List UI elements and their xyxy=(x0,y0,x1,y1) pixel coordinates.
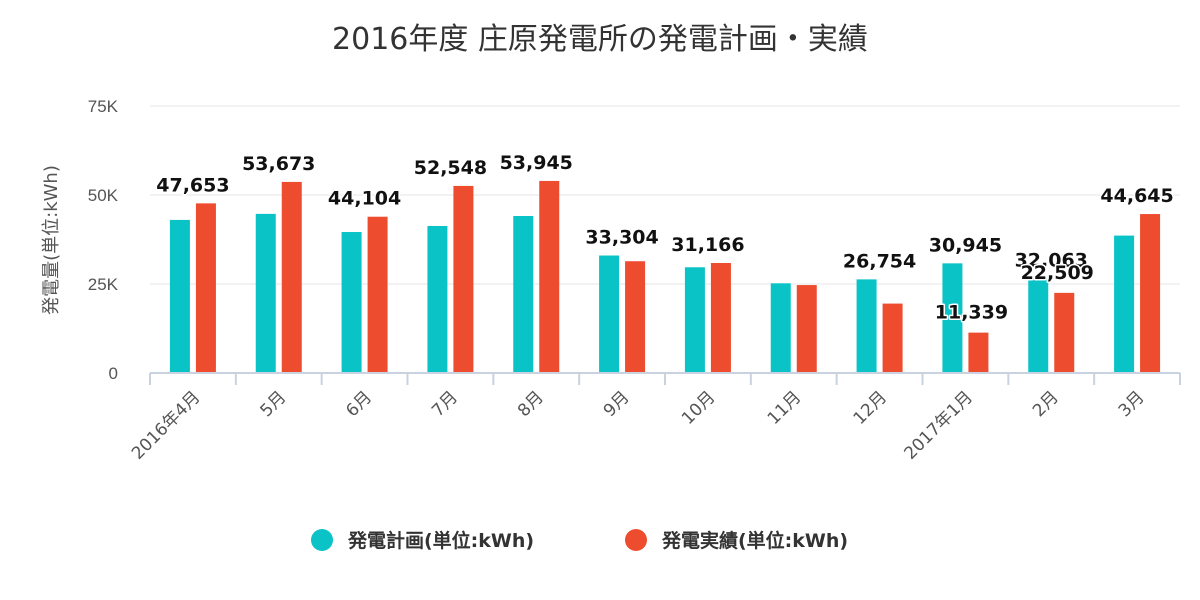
actual-bar xyxy=(796,285,817,373)
actual-bar xyxy=(625,261,646,373)
plan-bar xyxy=(770,283,791,373)
x-tick-label: 10月 xyxy=(678,387,719,428)
data-label: 33,304 xyxy=(585,227,658,249)
actual-bar xyxy=(882,303,903,373)
data-label: 11,339 xyxy=(935,302,1008,324)
x-tick-label: 11月 xyxy=(764,387,805,428)
plan-bar xyxy=(341,232,362,373)
actual-bar xyxy=(195,203,216,373)
y-axis-label: 発電量(単位:kWh) xyxy=(41,165,62,315)
x-tick-label: 8月 xyxy=(514,387,548,421)
plan-bar xyxy=(1114,235,1135,373)
actual-bar xyxy=(968,332,989,373)
actual-bar xyxy=(453,185,474,373)
x-axis xyxy=(149,372,1181,385)
y-tick-label: 25K xyxy=(88,275,119,294)
plan-bar xyxy=(599,255,620,373)
x-tick-label: 2月 xyxy=(1029,387,1063,421)
actual-bar xyxy=(710,262,731,373)
plan-bar xyxy=(169,219,190,373)
bars xyxy=(169,180,1161,373)
legend-label: 発電実績(単位:kWh) xyxy=(661,529,848,552)
legend-marker xyxy=(311,529,333,551)
data-label: 52,548 xyxy=(414,157,487,179)
data-labels: 47,653 53,673 44,104 52,548 53,945 33,304 31,1… xyxy=(155,150,1175,325)
legend: 発電計画(単位:kWh) 発電実績(単位:kWh) xyxy=(311,529,848,552)
actual-bar xyxy=(1054,292,1075,373)
x-tick-label: 7月 xyxy=(428,387,462,421)
data-label: 47,653 xyxy=(156,174,229,196)
x-tick-label: 12月 xyxy=(850,387,891,428)
data-label: 53,945 xyxy=(500,152,573,174)
x-tick-label: 5月 xyxy=(256,387,290,421)
x-tick-label: 6月 xyxy=(342,387,376,421)
chart-title: 2016年度 庄原発電所の発電計画・実績 xyxy=(332,22,868,57)
x-tick-label: 9月 xyxy=(600,387,634,421)
actual-bar xyxy=(1140,214,1161,373)
actual-bar xyxy=(539,180,560,373)
y-axis-ticks: 0 25K 50K 75K xyxy=(88,97,119,383)
data-label: 22,509 xyxy=(1021,262,1094,284)
x-tick-label: 2017年1月 xyxy=(901,387,977,463)
x-tick-label: 3月 xyxy=(1115,387,1149,421)
data-label: 44,645 xyxy=(1100,185,1173,207)
plan-bar xyxy=(684,267,705,373)
y-tick-label: 0 xyxy=(109,364,118,383)
plan-bar xyxy=(255,213,276,373)
actual-bar xyxy=(281,181,302,373)
x-tick-label: 2016年4月 xyxy=(128,387,204,463)
data-label: 26,754 xyxy=(843,250,916,272)
plan-bar xyxy=(1028,278,1049,373)
data-label: 31,166 xyxy=(671,234,744,256)
plan-bar xyxy=(427,225,448,373)
y-tick-label: 75K xyxy=(88,97,119,116)
grid-lines xyxy=(150,105,1180,285)
y-tick-label: 50K xyxy=(88,186,119,205)
data-label: 44,104 xyxy=(328,188,401,210)
plan-bar xyxy=(513,216,534,373)
legend-marker xyxy=(625,529,647,551)
plan-bar xyxy=(942,263,963,373)
legend-label: 発電計画(単位:kWh) xyxy=(347,529,534,552)
data-label: 32,063 xyxy=(1015,250,1088,272)
data-label: 53,673 xyxy=(242,153,315,175)
actual-bar xyxy=(367,216,388,373)
data-label: 30,945 xyxy=(929,234,1002,256)
plan-bar xyxy=(856,279,877,373)
x-axis-ticks: 2016年4月 5月 6月 7月 8月 9月 10月 11月 12月 2017年1月 2月 3月 xyxy=(128,387,1149,463)
